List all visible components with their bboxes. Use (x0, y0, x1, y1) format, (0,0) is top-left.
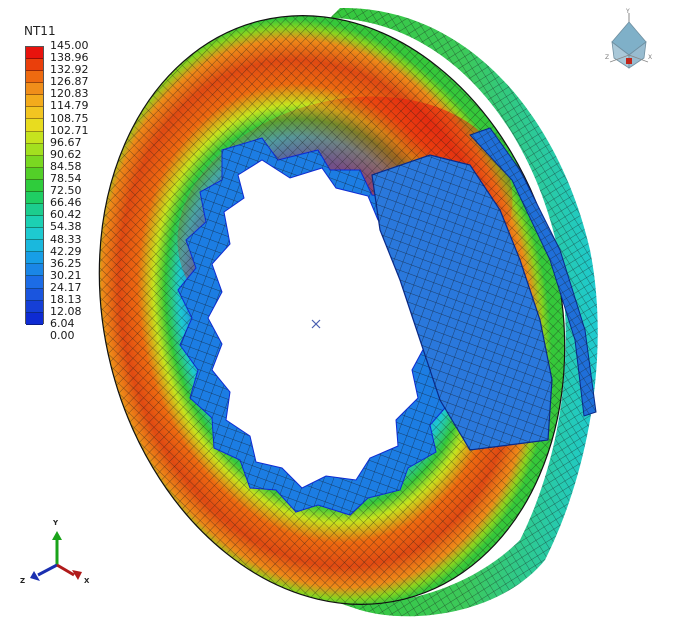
legend-label: 102.71 (50, 123, 89, 137)
legend-label: 48.33 (50, 232, 82, 246)
legend-swatch (26, 59, 43, 72)
legend-label: 24.17 (50, 280, 82, 294)
legend-swatch (26, 131, 43, 144)
view-cube[interactable] (609, 13, 649, 69)
legend-swatch (26, 107, 43, 120)
legend-label: 84.58 (50, 159, 82, 173)
legend-label: 36.25 (50, 256, 82, 270)
legend-label: 114.79 (50, 99, 89, 113)
disc-rim (330, 7, 598, 617)
legend-colorbar (25, 46, 44, 325)
legend-swatch (26, 252, 43, 265)
view-cube-z-label: Z (605, 54, 610, 61)
legend-label: 126.87 (50, 75, 89, 89)
legend-label: 72.50 (50, 184, 82, 198)
legend-swatch (26, 83, 43, 96)
legend-swatch (26, 95, 43, 108)
legend-label: 145.00 (50, 39, 89, 52)
axis-triad (30, 531, 82, 581)
legend-label: 6.04 (50, 317, 75, 331)
legend-swatch (26, 204, 43, 217)
legend-label: 30.21 (50, 268, 82, 282)
disc-hub (177, 137, 457, 516)
center-marker (311, 319, 321, 329)
legend-label: 132.92 (50, 63, 89, 77)
legend-label: 54.38 (50, 220, 82, 234)
legend-label: 0.00 (50, 329, 75, 343)
legend-swatch (26, 155, 43, 168)
legend-label: 138.96 (50, 51, 89, 65)
view-cube-x-label: X (648, 54, 653, 61)
legend-label: 90.62 (50, 147, 82, 161)
legend-swatch (26, 47, 43, 60)
legend-swatch (26, 167, 43, 180)
legend-label: 42.29 (50, 244, 82, 258)
legend-label: 60.42 (50, 208, 82, 222)
legend-swatch (26, 228, 43, 241)
legend-labels: 145.00 138.96 132.92 126.87 120.83 114.79 108.… (50, 39, 89, 343)
legend-label: 12.08 (50, 305, 82, 319)
legend-swatch (26, 276, 43, 289)
legend-swatch (26, 191, 43, 205)
triad-x-label: X (84, 577, 90, 585)
brake-pad (371, 127, 597, 451)
legend-label: 66.46 (50, 196, 82, 210)
legend-label: 18.13 (50, 292, 82, 306)
legend-label: 108.75 (50, 111, 89, 125)
view-cube-y-label: Y (626, 8, 630, 15)
triad-y-label: Y (53, 519, 59, 527)
legend-swatch (26, 119, 43, 132)
legend-swatch (26, 179, 43, 192)
legend-swatch (26, 300, 43, 313)
legend-label: 120.83 (50, 87, 89, 101)
legend-swatch (26, 143, 43, 156)
legend-swatch (26, 216, 43, 229)
legend-title: NT11 (24, 24, 56, 38)
legend-swatch (26, 264, 43, 277)
triad-z-label: Z (20, 577, 26, 585)
legend-swatch (26, 312, 43, 325)
legend-label: 78.54 (50, 172, 82, 186)
legend-label: 96.67 (50, 135, 82, 149)
legend-swatch (26, 240, 43, 253)
legend-swatch (26, 288, 43, 301)
legend-swatch (26, 71, 43, 84)
